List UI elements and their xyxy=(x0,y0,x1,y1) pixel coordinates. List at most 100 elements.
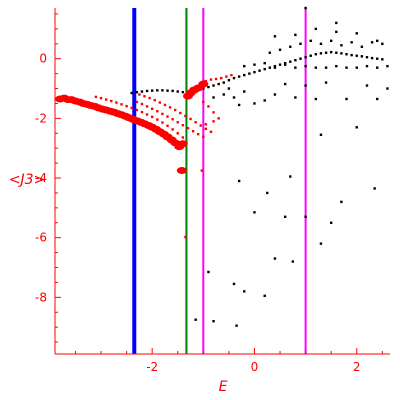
data-point-1-28 xyxy=(273,64,277,68)
x-tick-label: 2 xyxy=(353,360,361,374)
data-point-1-113 xyxy=(329,221,333,224)
data-point-1-42 xyxy=(345,53,348,56)
data-point-0-35 xyxy=(145,105,149,108)
data-point-0-13 xyxy=(161,121,164,124)
data-point-0-60 xyxy=(212,120,215,123)
y-tick-label: 0 xyxy=(39,52,47,66)
data-point-1-86 xyxy=(232,96,236,99)
axes: -2 0 2 0 -2 -4 -6 -8 xyxy=(35,8,390,374)
data-point-1-47 xyxy=(370,56,374,60)
data-point-0-29 xyxy=(194,121,197,124)
data-point-1-114 xyxy=(319,242,323,245)
data-point-1-5 xyxy=(156,89,159,92)
data-point-1-123 xyxy=(235,324,238,327)
data-point-1-78 xyxy=(294,33,297,37)
data-point-1-51 xyxy=(253,63,256,66)
data-point-1-48 xyxy=(376,57,379,60)
data-point-0-9 xyxy=(140,110,144,114)
data-point-1-63 xyxy=(376,66,379,69)
data-point-1-75 xyxy=(370,41,374,44)
data-point-1-59 xyxy=(335,64,338,68)
data-point-1-96 xyxy=(283,82,287,86)
data-point-1-81 xyxy=(355,32,358,35)
data-point-0-59 xyxy=(204,123,208,126)
data-point-1-72 xyxy=(340,44,343,47)
data-point-0-11 xyxy=(150,115,154,119)
data-point-1-60 xyxy=(345,66,348,69)
data-point-1-84 xyxy=(335,21,338,25)
data-point-0-4 xyxy=(115,101,118,104)
data-point-0-37 xyxy=(156,110,159,113)
data-point-1-43 xyxy=(350,53,353,57)
data-point-0-22 xyxy=(158,101,162,104)
data-point-1-119 xyxy=(263,294,266,298)
data-point-0-46 xyxy=(202,135,205,139)
data-point-1-46 xyxy=(365,56,369,59)
data-point-1-2 xyxy=(140,90,144,93)
data-point-1-97 xyxy=(324,81,328,84)
data-point-0-3 xyxy=(110,99,113,103)
data-point-0-16 xyxy=(176,132,179,135)
data-point-0-55 xyxy=(225,75,228,78)
data-point-1-122 xyxy=(212,319,215,323)
data-point-1-25 xyxy=(258,69,261,72)
data-point-1-110 xyxy=(253,211,256,214)
y-tick-label: -8 xyxy=(35,290,47,304)
data-point-1-34 xyxy=(304,56,307,59)
data-point-0-27 xyxy=(184,114,187,118)
data-point-0-47 xyxy=(202,100,205,104)
data-point-1-70 xyxy=(319,42,323,45)
data-point-1-14 xyxy=(202,87,205,90)
data-point-0-15 xyxy=(171,128,174,131)
data-point-1-54 xyxy=(283,63,287,66)
data-point-0-8 xyxy=(135,108,139,112)
data-point-1-112 xyxy=(304,215,307,218)
data-point-1-1 xyxy=(135,90,139,94)
data-point-1-19 xyxy=(227,78,231,82)
data-point-0-32 xyxy=(209,130,213,133)
data-point-0-21 xyxy=(153,98,156,102)
data-point-0-40 xyxy=(171,118,174,121)
data-point-1-109 xyxy=(373,187,376,190)
data-point-1-61 xyxy=(355,66,358,69)
data-point-1-121 xyxy=(194,318,197,321)
data-point-1-7 xyxy=(166,89,169,92)
data-point-1-76 xyxy=(381,42,384,45)
data-point-1-91 xyxy=(314,97,318,101)
data-point-0-38 xyxy=(161,112,164,116)
data-point-0-24 xyxy=(168,106,172,109)
y-tick-label: -6 xyxy=(35,231,47,245)
data-point-1-83 xyxy=(304,6,307,10)
data-point-1-89 xyxy=(273,93,277,96)
data-point-2-32 xyxy=(177,140,188,148)
data-point-1-108 xyxy=(340,200,343,204)
x-tick-label: -2 xyxy=(146,360,158,374)
data-point-0-52 xyxy=(209,78,213,81)
data-point-1-117 xyxy=(232,282,236,286)
data-point-0-30 xyxy=(199,124,202,127)
data-point-0-0 xyxy=(94,95,98,99)
data-point-1-99 xyxy=(386,87,389,90)
data-point-1-30 xyxy=(283,61,287,65)
data-point-0-54 xyxy=(220,76,223,80)
data-point-0-53 xyxy=(214,77,218,81)
data-point-1-80 xyxy=(335,30,338,34)
data-point-0-34 xyxy=(140,102,144,106)
data-point-1-4 xyxy=(150,89,154,92)
data-point-0-12 xyxy=(156,118,159,121)
data-point-1-115 xyxy=(273,257,277,260)
data-point-2-37 xyxy=(198,80,209,88)
data-point-1-8 xyxy=(171,89,174,93)
data-point-1-21 xyxy=(237,75,241,78)
data-point-0-42 xyxy=(181,124,185,127)
data-point-0-25 xyxy=(173,108,177,112)
data-point-1-49 xyxy=(381,58,384,61)
data-point-1-77 xyxy=(273,35,277,38)
data-point-1-105 xyxy=(237,179,241,183)
data-point-1-23 xyxy=(248,72,251,75)
data-point-1-69 xyxy=(309,39,312,43)
data-point-0-56 xyxy=(230,73,233,77)
data-point-1-64 xyxy=(386,64,389,68)
data-point-1-98 xyxy=(365,84,369,87)
data-point-1-10 xyxy=(181,90,185,94)
